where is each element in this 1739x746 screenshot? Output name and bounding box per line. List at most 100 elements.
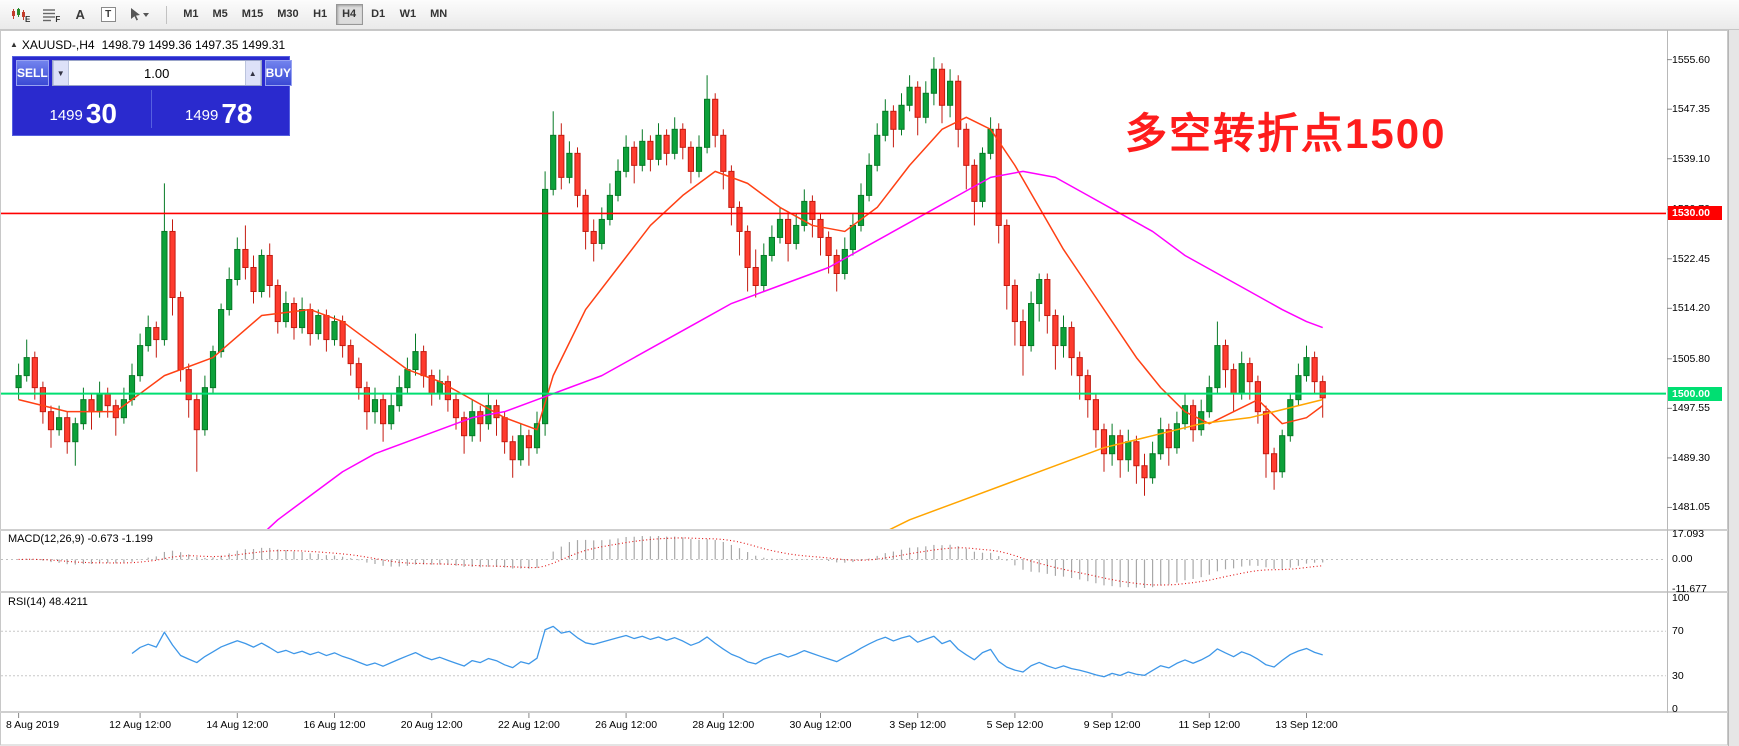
- bull-candle: [412, 351, 419, 371]
- panel-separator: [0, 529, 1728, 531]
- price-axis-label: 1522.45: [1672, 252, 1710, 265]
- bear-candle: [971, 164, 978, 202]
- bull-candle: [898, 104, 905, 130]
- timeframe-button-m1[interactable]: M1: [183, 8, 199, 20]
- timeframe-button-mn[interactable]: MN: [430, 8, 448, 20]
- bear-candle: [1003, 224, 1010, 287]
- bull-candle: [404, 369, 411, 389]
- drawing-tools-icon[interactable]: [123, 3, 155, 27]
- bear-candle: [307, 309, 314, 335]
- macd-axis-label: 0.00: [1672, 553, 1693, 566]
- bear-candle: [347, 345, 354, 365]
- bull-candle: [1028, 303, 1035, 347]
- volume-decrease-button[interactable]: ▼: [52, 61, 69, 85]
- timeframe-bar: M1 M5 M15 M30 H1 H4 D1 W1 MN: [176, 4, 454, 25]
- bull-candle: [96, 393, 103, 413]
- bull-candle: [1060, 327, 1067, 347]
- time-axis-label: 9 Sep 12:00: [1083, 719, 1141, 731]
- bull-candle: [874, 134, 881, 166]
- bull-candle: [137, 345, 144, 377]
- price-line-badge: 1530.00: [1668, 206, 1722, 221]
- buy-button[interactable]: BUY: [264, 60, 293, 86]
- timeframe-button-h4[interactable]: H4: [335, 4, 363, 25]
- time-axis-label: 8 Aug 2019: [6, 719, 60, 731]
- bull-candle: [218, 309, 225, 353]
- macd-values: -0.673 -1.199: [87, 533, 153, 545]
- bear-candle: [890, 110, 897, 130]
- bull-candle: [639, 140, 646, 166]
- time-axis-label: 20 Aug 12:00: [400, 719, 463, 731]
- bear-candle: [444, 381, 451, 401]
- bull-candle: [882, 110, 889, 136]
- price-divider: [150, 90, 152, 128]
- bear-candle: [744, 230, 751, 268]
- bear-candle: [1092, 399, 1100, 431]
- timeframe-button-h1[interactable]: H1: [313, 8, 328, 20]
- bear-candle: [185, 369, 192, 401]
- bull-candle: [23, 357, 30, 377]
- timeframe-button-m15[interactable]: M15: [241, 8, 264, 20]
- bull-candle: [1181, 405, 1189, 425]
- bull-candle: [331, 321, 338, 341]
- bull-candle: [768, 236, 775, 256]
- bear-candle: [590, 230, 597, 244]
- buy-price-pips: 78: [221, 98, 253, 129]
- bull-candle: [226, 279, 233, 311]
- bear-candle: [193, 399, 200, 431]
- bear-candle: [266, 254, 273, 287]
- bear-candle: [1254, 381, 1262, 413]
- buy-price-display[interactable]: 1499 78: [152, 86, 287, 132]
- time-axis-label: 28 Aug 12:00: [692, 719, 755, 731]
- bear-candle: [679, 128, 686, 148]
- macd-signal-line: [18, 537, 1323, 586]
- chart-plot[interactable]: [0, 30, 1739, 746]
- timeframe-button-m5[interactable]: M5: [212, 8, 228, 20]
- bull-candle: [1157, 429, 1164, 455]
- bull-candle: [145, 327, 152, 347]
- chart-mode-icon[interactable]: E: [6, 3, 35, 27]
- bear-candle: [1319, 381, 1326, 399]
- bull-candle: [396, 387, 403, 407]
- sell-button[interactable]: SELL: [16, 60, 49, 86]
- bear-candle: [363, 387, 370, 413]
- bull-candle: [1149, 453, 1156, 479]
- time-axis-label: 12 Aug 12:00: [109, 719, 172, 731]
- timeframe-button-m30[interactable]: M30: [277, 8, 299, 20]
- rsi-axis-label: 70: [1672, 625, 1684, 638]
- bull-candle: [542, 188, 549, 425]
- macd-name: MACD(12,26,9): [8, 533, 85, 545]
- volume-input[interactable]: [68, 61, 245, 85]
- bull-candle: [623, 146, 630, 172]
- bear-candle: [785, 218, 792, 244]
- rsi-axis-label: 0: [1672, 703, 1678, 715]
- bull-candle: [1287, 399, 1294, 437]
- bull-candle: [371, 399, 379, 413]
- volume-box: ▼ ▲: [51, 60, 262, 86]
- sell-price-display[interactable]: 1499 30: [16, 86, 151, 132]
- bear-candle: [1246, 363, 1253, 383]
- bear-candle: [1311, 357, 1318, 383]
- bear-candle: [47, 411, 55, 431]
- price-axis-label: 1489.30: [1672, 451, 1710, 464]
- text-tool-icon[interactable]: A: [67, 3, 93, 27]
- timeframe-button-w1[interactable]: W1: [399, 8, 417, 20]
- timeframe-button-d1[interactable]: D1: [371, 8, 386, 20]
- bear-candle: [558, 134, 565, 178]
- bear-candle: [809, 200, 816, 220]
- ma-layer: [18, 116, 1324, 529]
- bull-candle: [1206, 387, 1213, 413]
- bull-candle: [606, 194, 613, 220]
- time-axis-label: 26 Aug 12:00: [595, 719, 658, 731]
- bear-candle: [461, 417, 468, 437]
- time-axis-label: 22 Aug 12:00: [497, 719, 560, 731]
- bull-candle: [866, 164, 873, 196]
- indicator-list-icon[interactable]: F: [37, 3, 65, 27]
- label-tool-icon[interactable]: T: [95, 3, 121, 27]
- bear-candle: [1222, 345, 1229, 371]
- bear-candle: [1068, 327, 1075, 359]
- bull-candle: [201, 387, 209, 431]
- time-axis-label: 11 Sep 12:00: [1178, 719, 1241, 731]
- volume-increase-button[interactable]: ▲: [244, 61, 261, 85]
- bear-candle: [1100, 429, 1108, 455]
- bear-candle: [687, 146, 694, 172]
